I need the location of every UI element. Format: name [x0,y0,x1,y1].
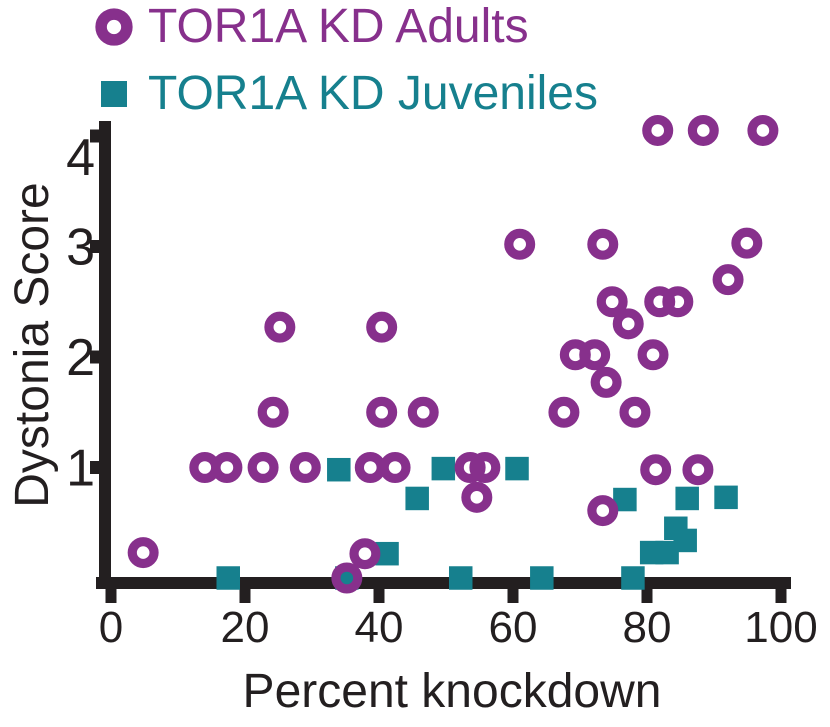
data-point-adults [454,452,486,484]
x-tick-label: 100 [744,603,817,652]
x-tick-label: 40 [355,603,404,652]
data-point-adults [257,396,289,428]
legend-item-juveniles: TOR1A KD Juveniles [94,67,598,120]
x-tick [105,589,117,603]
y-axis-title: Dystonia Score [6,182,59,507]
data-point-adults [548,396,580,428]
data-point-juveniles [327,457,351,482]
x-axis-title: Percent knockdown [243,665,662,718]
data-point-juveniles [216,566,240,590]
data-point-adults [662,286,694,318]
y-tick [90,240,99,253]
data-point-juveniles [431,456,456,481]
y-tick [90,350,99,364]
data-point-adults [619,396,651,428]
data-point-adults [366,396,398,428]
data-point-adults [407,396,439,428]
data-point-adults [637,339,669,371]
data-point-adults [331,562,363,594]
x-tick [775,589,787,603]
y-tick [90,129,99,143]
x-tick-label: 80 [623,603,672,652]
x-tick-label: 0 [99,603,123,652]
data-point-adults [354,452,386,484]
data-point-adults [349,538,381,570]
data-point-adults [469,452,501,484]
data-point-adults [461,481,493,513]
data-point-adults [504,228,536,260]
data-point-adults [579,339,611,371]
y-tick [90,461,99,474]
filled-square-glyph [101,81,127,107]
data-point-adults [289,452,321,484]
y-tick-label: 3 [66,219,95,277]
y-tick-label: 4 [66,129,95,187]
data-point-juveniles [530,566,554,590]
x-tick [373,589,385,603]
data-point-juveniles [448,566,473,590]
data-point-juveniles [675,486,699,511]
data-point-adults [640,454,672,486]
x-tick-label: 60 [489,603,538,652]
data-point-juveniles [655,540,679,565]
data-point-adults [264,311,296,343]
data-point-adults [682,454,714,486]
data-point-adults [747,114,779,146]
x-tick [641,589,653,603]
data-point-adults [642,114,674,146]
data-point-adults [127,537,159,569]
filled-square-icon [101,81,127,107]
data-point-adults [612,308,644,340]
y-tick-label: 2 [66,329,95,387]
data-point-adults [590,366,622,398]
data-point-adults [587,228,619,260]
data-point-juveniles [621,566,645,590]
x-tick [507,589,519,603]
legend: TOR1A KD Adults TOR1A KD Juveniles [0,0,830,120]
data-point-juveniles [405,486,429,511]
x-tick [239,589,251,603]
open-circle-icon [95,8,133,46]
data-point-juveniles [673,528,697,553]
data-point-adults [596,286,628,318]
data-point-juveniles [505,456,529,481]
data-point-adults [712,264,744,296]
data-point-adults [366,311,398,343]
open-circle-glyph [95,8,133,46]
data-point-adults [211,452,243,484]
legend-label-juveniles: TOR1A KD Juveniles [148,67,598,120]
legend-item-adults: TOR1A KD Adults [94,0,529,53]
data-point-juveniles [613,487,637,512]
x-tick-label: 20 [221,603,270,652]
x-axis-line [96,577,791,589]
data-point-juveniles [714,485,738,510]
data-point-adults [247,452,279,484]
data-point-juveniles [375,541,399,566]
data-point-adults [587,495,619,527]
y-tick-label: 1 [66,440,95,498]
y-axis-line [99,121,111,589]
data-point-adults [687,114,719,146]
data-point-adults [379,452,411,484]
legend-label-adults: TOR1A KD Adults [148,0,529,53]
data-point-adults [731,227,763,259]
